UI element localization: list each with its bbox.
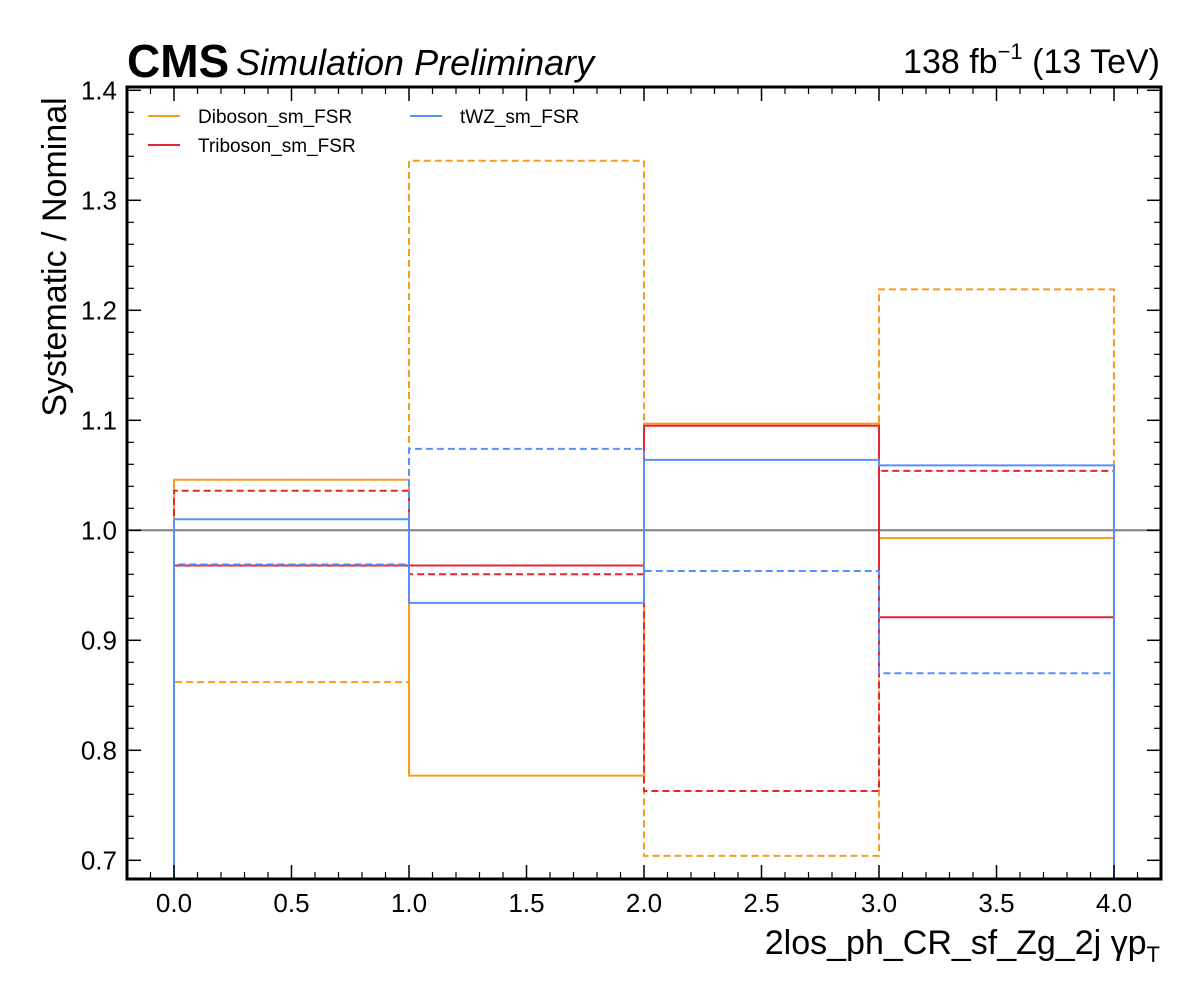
y-tick-label: 0.8 — [81, 735, 117, 765]
series-line-2-solid — [173, 424, 1115, 879]
y-tick-label: 1.2 — [81, 295, 117, 325]
y-tick-label: 1.3 — [81, 185, 117, 215]
x-tick-label: 2.0 — [626, 888, 662, 918]
x-tick-label: 3.0 — [861, 888, 897, 918]
y-tick-label: 0.7 — [81, 845, 117, 875]
x-tick-label: 3.5 — [978, 888, 1014, 918]
series-line-5-dashed — [173, 447, 1115, 879]
lumi-exponent: −1 — [998, 39, 1023, 64]
y-tick-label: 1.0 — [81, 515, 117, 545]
lumi-value: 138 fb — [903, 43, 998, 81]
x-tick-label: 1.0 — [391, 888, 427, 918]
x-tick-label: 0.0 — [156, 888, 192, 918]
status-label: Simulation Preliminary — [236, 42, 596, 83]
y-tick-label: 0.9 — [81, 625, 117, 655]
y-axis-label: Systematic / Nominal — [36, 97, 74, 416]
plot-frame — [125, 85, 1163, 881]
lumi-energy: (13 TeV) — [1023, 43, 1160, 81]
x-tick-label: 2.5 — [743, 888, 779, 918]
x-tick-label: 4.0 — [1096, 888, 1132, 918]
lumi-label: 138 fb−1 (13 TeV) — [903, 39, 1160, 81]
x-tick-label: 0.5 — [273, 888, 309, 918]
cms-label: CMS — [127, 35, 229, 87]
legend-label: tWZ_sm_FSR — [460, 107, 579, 128]
series-line-3-dashed — [173, 469, 1115, 879]
y-tick-label: 1.4 — [81, 75, 117, 105]
x-axis-label-subscript: T — [1147, 942, 1160, 967]
legend-label: Triboson_sm_FSR — [198, 136, 356, 157]
x-axis-label-main: 2los_ph_CR_sf_Zg_2j γp — [765, 924, 1147, 962]
x-axis-label: 2los_ph_CR_sf_Zg_2j γpT — [765, 924, 1160, 967]
x-tick-label: 1.5 — [508, 888, 544, 918]
legend-label: Diboson_sm_FSR — [198, 107, 352, 128]
y-tick-label: 1.1 — [81, 405, 117, 435]
